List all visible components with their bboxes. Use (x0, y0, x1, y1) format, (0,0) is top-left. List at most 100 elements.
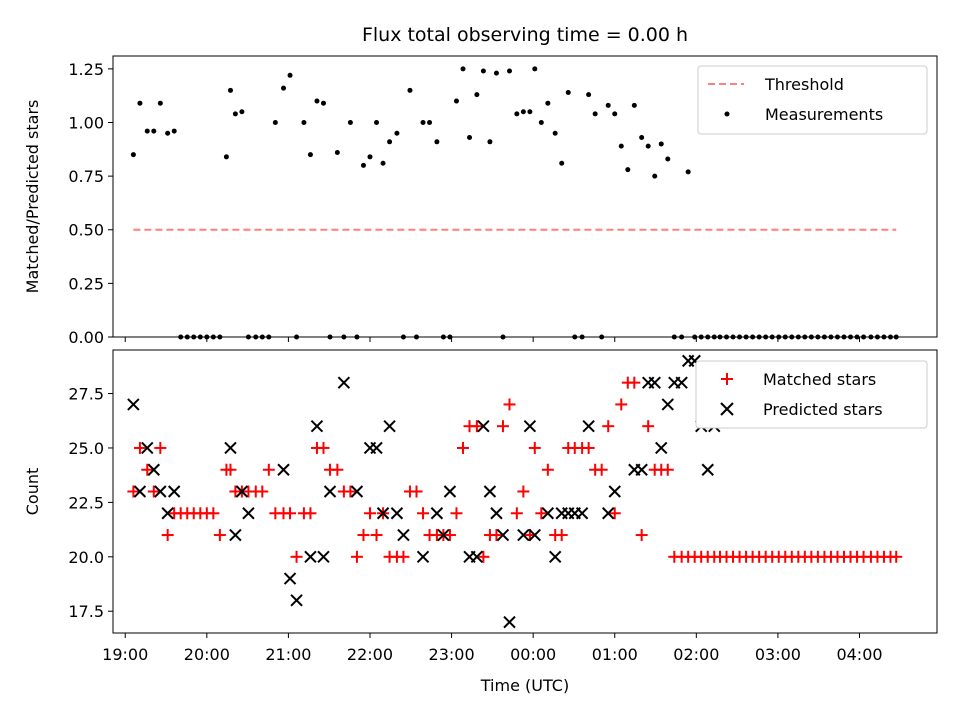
chart-title: Flux total observing time = 0.00 h (362, 24, 688, 46)
x-axis-label: Time (UTC) (480, 676, 569, 695)
measurement-point (480, 68, 486, 74)
predicted-star-point (304, 550, 317, 564)
ratio-y-tick-label: 1.25 (68, 60, 104, 79)
count-x-tick-label: 21:00 (265, 645, 311, 664)
predicted-star-point (229, 528, 242, 542)
predicted-star-point (323, 485, 337, 498)
matched-star-point (608, 507, 621, 520)
measurement-point (460, 66, 466, 72)
measurement-point (685, 169, 691, 175)
predicted-star-point (390, 507, 404, 520)
measurement-point (367, 154, 373, 160)
matched-star-point (890, 550, 903, 563)
measurement-point (474, 92, 480, 98)
count-y-tick-label: 20.0 (68, 548, 104, 567)
measurement-point (347, 119, 353, 125)
matched-star-point (344, 485, 357, 498)
measurement-point (307, 152, 313, 158)
measurement-point (287, 72, 293, 78)
matched-star-point (207, 507, 220, 520)
matched-star-point (417, 507, 430, 520)
matched-star-point (331, 463, 344, 476)
ratio-panel: Flux total observing time = 0.00 h 0.000… (23, 24, 938, 347)
count-x-tick-label: 03:00 (755, 645, 801, 664)
measurement-point (592, 111, 598, 117)
measurement-point (157, 100, 163, 106)
measurement-point (387, 139, 393, 145)
predicted-star-point (350, 485, 364, 498)
matched-star-point (490, 529, 503, 542)
matched-star-point (350, 550, 363, 563)
count-x-tick-label: 20:00 (184, 645, 230, 664)
matched-star-point (154, 441, 167, 454)
measurement-point (552, 130, 558, 136)
predicted-star-point (602, 507, 615, 520)
count-panel: 17.5 20.0 22.5 25.0 27.5 19:00 20:00 21:00 22:00… (23, 349, 938, 695)
measurement-point (559, 160, 565, 166)
count-x-tick-label: 00:00 (510, 645, 556, 664)
measurement-point (605, 102, 611, 108)
count-x-tick-label: 19:00 (102, 645, 148, 664)
matched-star-point (503, 398, 516, 411)
predicted-star-point (541, 507, 555, 520)
predicted-stars-legend-swatch (720, 402, 734, 416)
predicted-star-point (235, 485, 249, 498)
predicted-star-point (127, 398, 140, 411)
measurements-legend-label: Measurements (765, 105, 883, 124)
predicted-star-point (470, 550, 484, 564)
predicted-star-point (141, 441, 154, 455)
matched-star-point (528, 441, 541, 454)
measurement-point (227, 87, 233, 93)
measurement-point (565, 89, 571, 95)
count-x-tick-label: 04:00 (836, 645, 882, 664)
measurement-point (586, 92, 592, 98)
matched-star-point (397, 550, 410, 563)
predicted-star-point (517, 528, 530, 542)
measurement-point (380, 160, 386, 166)
ratio-y-tick-label: 0.25 (68, 274, 104, 293)
measurement-point (407, 87, 413, 93)
predicted-star-point (575, 507, 589, 520)
predicted-star-point (490, 507, 503, 520)
predicted-star-point (496, 528, 510, 542)
predicted-star-point (483, 485, 497, 498)
predicted-star-point (430, 507, 444, 520)
matched-star-point (141, 463, 154, 476)
predicted-star-point (397, 528, 410, 542)
measurement-point (467, 135, 473, 141)
count-legend-box (695, 360, 928, 429)
matched-star-point (642, 420, 655, 433)
ratio-y-tick-label: 0.50 (68, 221, 104, 240)
predicted-star-point (133, 485, 147, 498)
count-x-tick-label: 02:00 (673, 645, 719, 664)
measurement-point (612, 111, 618, 117)
predicted-star-point (310, 419, 324, 433)
predicted-star-point (503, 615, 516, 629)
measurement-point (532, 66, 538, 72)
ratio-y-tick-label: 0.75 (68, 167, 104, 186)
ratio-axes-layer: 0.00 0.25 0.50 0.75 1.00 1.25 (68, 60, 860, 347)
matched-star-point (133, 441, 146, 454)
matched-star-point (470, 420, 483, 433)
predicted-star-point (608, 485, 621, 498)
measurement-point (514, 111, 520, 117)
count-y-tick-label: 22.5 (68, 493, 104, 512)
matched-star-point (256, 485, 269, 498)
count-axes-layer: 17.5 20.0 22.5 25.0 27.5 19:00 20:00 21:00 22:00… (68, 385, 882, 664)
measurement-point (151, 128, 157, 134)
predicted-star-point (528, 528, 541, 542)
measurement-point (665, 156, 671, 162)
measurement-point (631, 102, 637, 108)
matched-star-point (635, 529, 648, 542)
matched-star-point (595, 463, 608, 476)
measurement-point (639, 135, 645, 141)
count-y-axis-label: Count (23, 468, 42, 516)
ratio-y-tick-label: 1.00 (68, 113, 104, 132)
measurement-point (171, 128, 177, 134)
measurement-point (394, 130, 400, 136)
predicted-star-point (437, 528, 450, 542)
predicted-star-point (648, 376, 661, 389)
predicted-star-point (224, 441, 237, 455)
matched-star-point (410, 485, 423, 498)
predicted-star-point (370, 441, 383, 455)
